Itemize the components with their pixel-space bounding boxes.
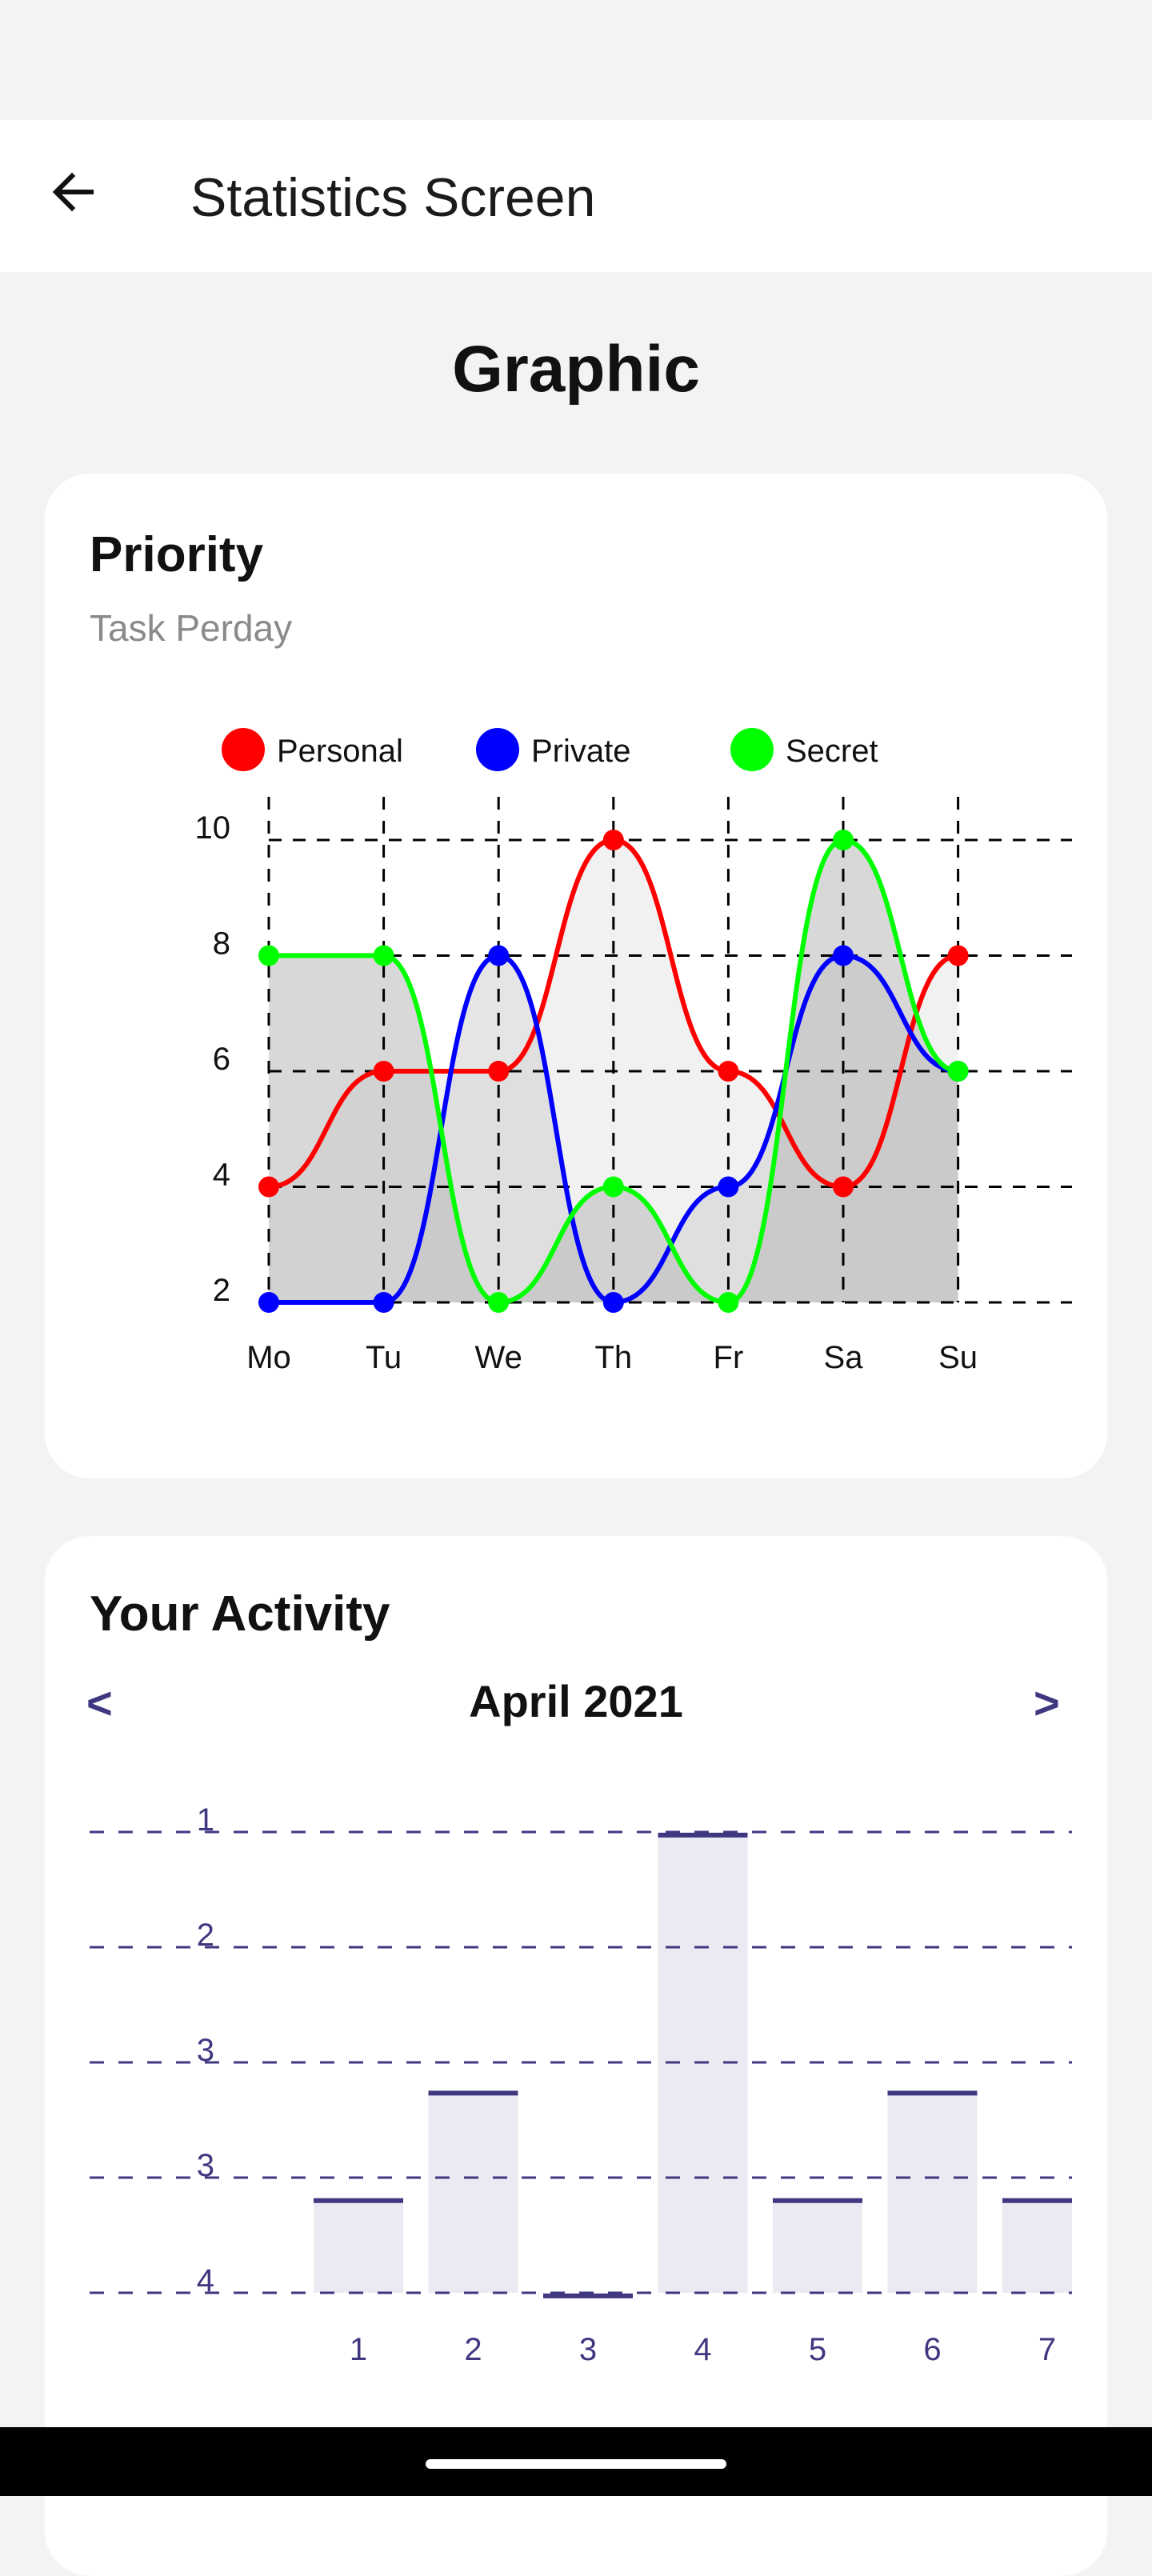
x-tick-label: Mo [246,1340,291,1375]
data-point-secret [947,1061,969,1082]
card-title: Priority [90,527,264,582]
status-bar [0,0,1152,120]
system-nav-bar [0,2427,1152,2496]
data-point-personal [718,1061,739,1082]
x-tick-label: Fr [714,1340,744,1375]
data-point-private [833,945,854,966]
y-tick-label: 1 [197,1802,214,1838]
legend-label: Personal [277,734,403,769]
activity-bar [887,2093,978,2293]
legend-marker-secret [730,728,774,771]
app-bar: Statistics Screen [0,120,1152,272]
y-tick-label: 2 [213,1273,230,1308]
data-point-secret [373,945,394,966]
data-point-personal [373,1061,394,1082]
activity-bar [658,1834,748,2293]
data-point-personal [833,1176,854,1198]
y-tick-label: 3 [197,2033,214,2068]
legend-label: Private [531,734,631,769]
month-label: April 2021 [469,1676,683,1726]
activity-bar [314,2200,403,2293]
page-title: Statistics Screen [190,167,596,228]
y-tick-label: 4 [197,2263,214,2298]
x-tick-label: 5 [809,2332,826,2367]
data-point-private [602,1292,624,1313]
data-point-private [373,1292,394,1313]
data-point-secret [718,1292,739,1313]
x-tick-label: We [475,1340,522,1375]
x-tick-label: Th [594,1340,632,1375]
x-tick-label: Sa [824,1340,864,1375]
arrow-left-icon [52,172,94,212]
data-point-personal [258,1176,279,1198]
next-month-button[interactable]: > [1034,1678,1060,1728]
x-tick-label: 6 [923,2332,941,2367]
x-tick-label: 1 [350,2332,367,2367]
back-button[interactable] [35,154,112,230]
y-tick-label: 10 [195,810,231,846]
x-tick-label: 7 [1038,2332,1056,2367]
data-point-personal [488,1061,510,1082]
y-tick-label: 3 [197,2148,214,2183]
y-tick-label: 8 [213,926,230,962]
legend-marker-personal [222,728,265,771]
activity-bar [773,2200,862,2293]
data-point-secret [602,1176,624,1198]
priority-card: Priority Task Perday 2 4 6 8 10 Mo Tu We Th Fr Sa S… [45,474,1107,1478]
home-indicator[interactable] [426,2459,726,2469]
y-tick-label: 4 [213,1158,230,1193]
data-point-private [488,945,510,966]
data-point-secret [258,945,279,966]
series-line-private [269,953,958,1306]
y-tick-label: 6 [213,1042,230,1077]
section-title: Graphic [452,333,700,406]
prev-month-button[interactable]: < [86,1678,113,1728]
data-point-secret [833,830,854,850]
data-point-private [718,1176,739,1198]
data-point-personal [947,945,969,966]
activity-bar [1002,2200,1072,2293]
card-title: Your Activity [90,1586,390,1642]
x-tick-label: 4 [694,2332,711,2367]
data-point-personal [602,830,624,850]
x-tick-label: 2 [464,2332,482,2367]
data-point-secret [488,1292,510,1313]
x-tick-label: Tu [366,1340,402,1375]
legend-label: Secret [786,734,878,769]
y-tick-label: 2 [197,1918,214,1953]
activity-bar [428,2093,518,2293]
card-subtitle: Task Perday [90,607,293,649]
activity-card: Your Activity < April 2021 > 4 3 3 2 1 1 2 3 4 5 6… [45,1536,1107,2576]
x-tick-label: 3 [579,2332,597,2367]
data-point-private [258,1292,279,1313]
activity-bar-chart: 4 3 3 2 1 1 2 3 4 5 6 7 [90,1802,1072,2367]
x-tick-label: Su [938,1340,978,1375]
priority-line-chart: 2 4 6 8 10 Mo Tu We Th Fr Sa Su Personal Private Secre… [195,728,1072,1375]
legend-marker-private [476,728,519,771]
